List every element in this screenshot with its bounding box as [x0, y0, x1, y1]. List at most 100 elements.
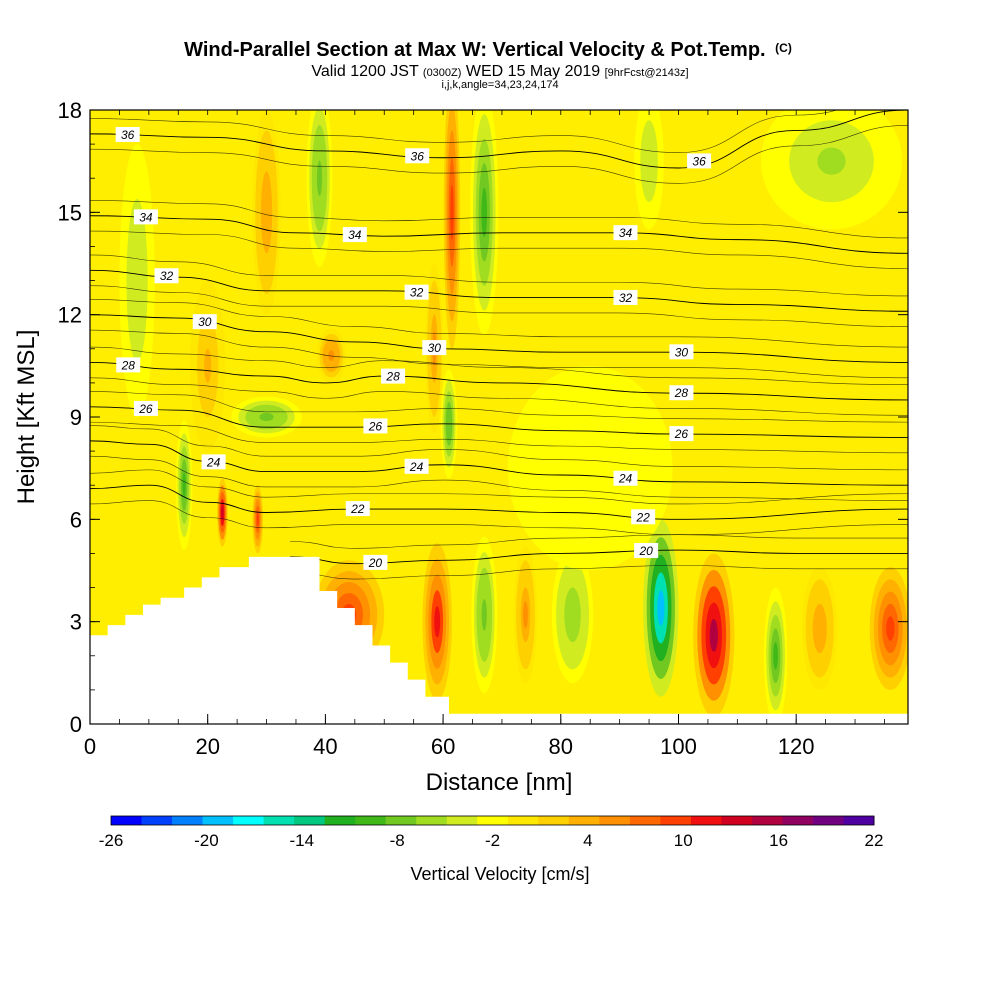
theta-contour-label-box — [631, 509, 656, 525]
theta-contour: 34 34 34 — [90, 200, 908, 269]
chart-title: Wind-Parallel Section at Max W: Vertical… — [184, 39, 792, 61]
theta-contour-label: 22 — [636, 510, 651, 524]
theta-contour-label: 30 — [198, 315, 212, 329]
theta-contour-label-box — [634, 542, 659, 558]
colorbar-segment — [111, 816, 143, 825]
theta-contour-minor — [90, 346, 908, 385]
velocity-cell — [763, 587, 788, 724]
theta-contour-label: 36 — [411, 149, 425, 163]
theta-contour: 36 36 36 — [90, 110, 908, 184]
terrain-mask — [90, 556, 908, 724]
colorbar-segment — [324, 816, 356, 825]
theta-contour-label-box — [154, 268, 179, 284]
theta-contour-minor — [90, 329, 908, 379]
theta-contour-label: 30 — [675, 345, 689, 359]
colorbar-segment — [233, 816, 265, 825]
theta-contour-label-box — [669, 385, 694, 401]
colorbar-segment — [843, 816, 875, 825]
theta-contour: 30 30 30 — [90, 299, 908, 379]
colorbar-segment — [629, 816, 661, 825]
x-axis-label: Distance [nm] — [426, 769, 573, 796]
velocity-cell — [760, 110, 903, 230]
velocity-cell — [693, 553, 735, 718]
colorbar-segment — [751, 816, 783, 825]
colorbar-segment — [599, 816, 631, 825]
theta-contour-label-box — [116, 357, 141, 373]
theta-contour-label-box — [613, 225, 638, 241]
theta-contour-label: 26 — [368, 419, 383, 433]
velocity-cell — [551, 546, 594, 684]
theta-contour-label-box — [405, 148, 430, 164]
velocity-cell-ring — [817, 147, 846, 175]
theta-contour-minor — [90, 377, 908, 416]
colorbar-tick-label: 10 — [674, 831, 693, 850]
y-tick-label: 3 — [70, 610, 82, 635]
velocity-cell-ring — [259, 412, 274, 422]
theta-contour-minor — [290, 534, 908, 549]
theta-contour-minor — [90, 299, 908, 348]
theta-contour-minor — [90, 110, 838, 153]
y-tick-label: 15 — [58, 200, 82, 225]
theta-contour-label-box — [363, 554, 388, 570]
theta-contour-label-box — [192, 314, 217, 330]
velocity-cell-ring — [450, 185, 454, 240]
theta-contour-label: 32 — [619, 291, 633, 305]
velocity-cell — [443, 110, 461, 349]
velocity-cell — [643, 519, 679, 697]
x-tick-label: 80 — [549, 734, 573, 759]
velocity-cell — [422, 543, 452, 701]
theta-contour: 24 24 24 — [90, 425, 908, 501]
theta-contour-label-box — [133, 400, 158, 416]
velocity-cell-ring — [481, 599, 487, 631]
theta-contour-label: 28 — [674, 386, 689, 400]
velocity-cell-ring — [816, 616, 824, 641]
x-tick-label: 0 — [84, 734, 96, 759]
theta-contour-label: 34 — [348, 228, 362, 242]
colorbar-frame — [110, 815, 875, 826]
theta-contour-label: 24 — [618, 472, 633, 486]
theta-contour-label-box — [404, 284, 429, 300]
velocity-cell-ring — [657, 590, 665, 626]
colorbar-tick-label: 4 — [583, 831, 592, 850]
y-tick-label: 18 — [58, 98, 82, 123]
colorbar-tick-label: -20 — [194, 831, 219, 850]
theta-contour-label: 36 — [121, 128, 135, 142]
theta-contour-minor — [90, 391, 908, 423]
colorbar-segment — [141, 816, 173, 825]
theta-contour-label: 30 — [428, 341, 442, 355]
chart-indices: i,j,k,angle=34,23,24,174 — [441, 79, 558, 91]
velocity-cell-ring — [256, 512, 259, 527]
velocity-cell — [306, 110, 333, 267]
colorbar-segment — [202, 816, 234, 825]
theta-contour-minor — [90, 254, 908, 297]
velocity-cell — [507, 365, 673, 571]
colorbar-segment — [385, 816, 417, 825]
colorbar-tick-label: -2 — [485, 831, 500, 850]
theta-contour-minor — [90, 125, 908, 184]
velocity-cell-ring — [263, 191, 270, 233]
colorbar-tick-label: -14 — [289, 831, 314, 850]
colorbar-tick-label: 22 — [865, 831, 884, 850]
velocity-cell-ring — [434, 605, 441, 638]
theta-contour-label: 20 — [368, 556, 383, 570]
theta-contour-minor — [90, 425, 908, 471]
colorbar-tick-label: 16 — [769, 831, 788, 850]
theta-contour-label: 32 — [160, 269, 174, 283]
velocity-cell — [252, 485, 264, 554]
theta-contour: 26 26 26 — [90, 391, 908, 454]
theta-contour-label-box — [613, 289, 638, 305]
theta-contour-label-box — [687, 153, 712, 169]
y-tick-label: 12 — [58, 303, 82, 328]
x-tick-label: 60 — [431, 734, 455, 759]
theta-contour-label: 26 — [138, 402, 153, 416]
theta-contour-line — [90, 269, 908, 312]
colorbar-tick-label: -26 — [99, 831, 124, 850]
theta-contour-minor — [90, 469, 908, 505]
theta-contour-label-box — [115, 126, 140, 142]
velocity-cell-ring — [523, 601, 528, 629]
forecast-tag: [9hrFcst@2143z] — [605, 67, 689, 79]
